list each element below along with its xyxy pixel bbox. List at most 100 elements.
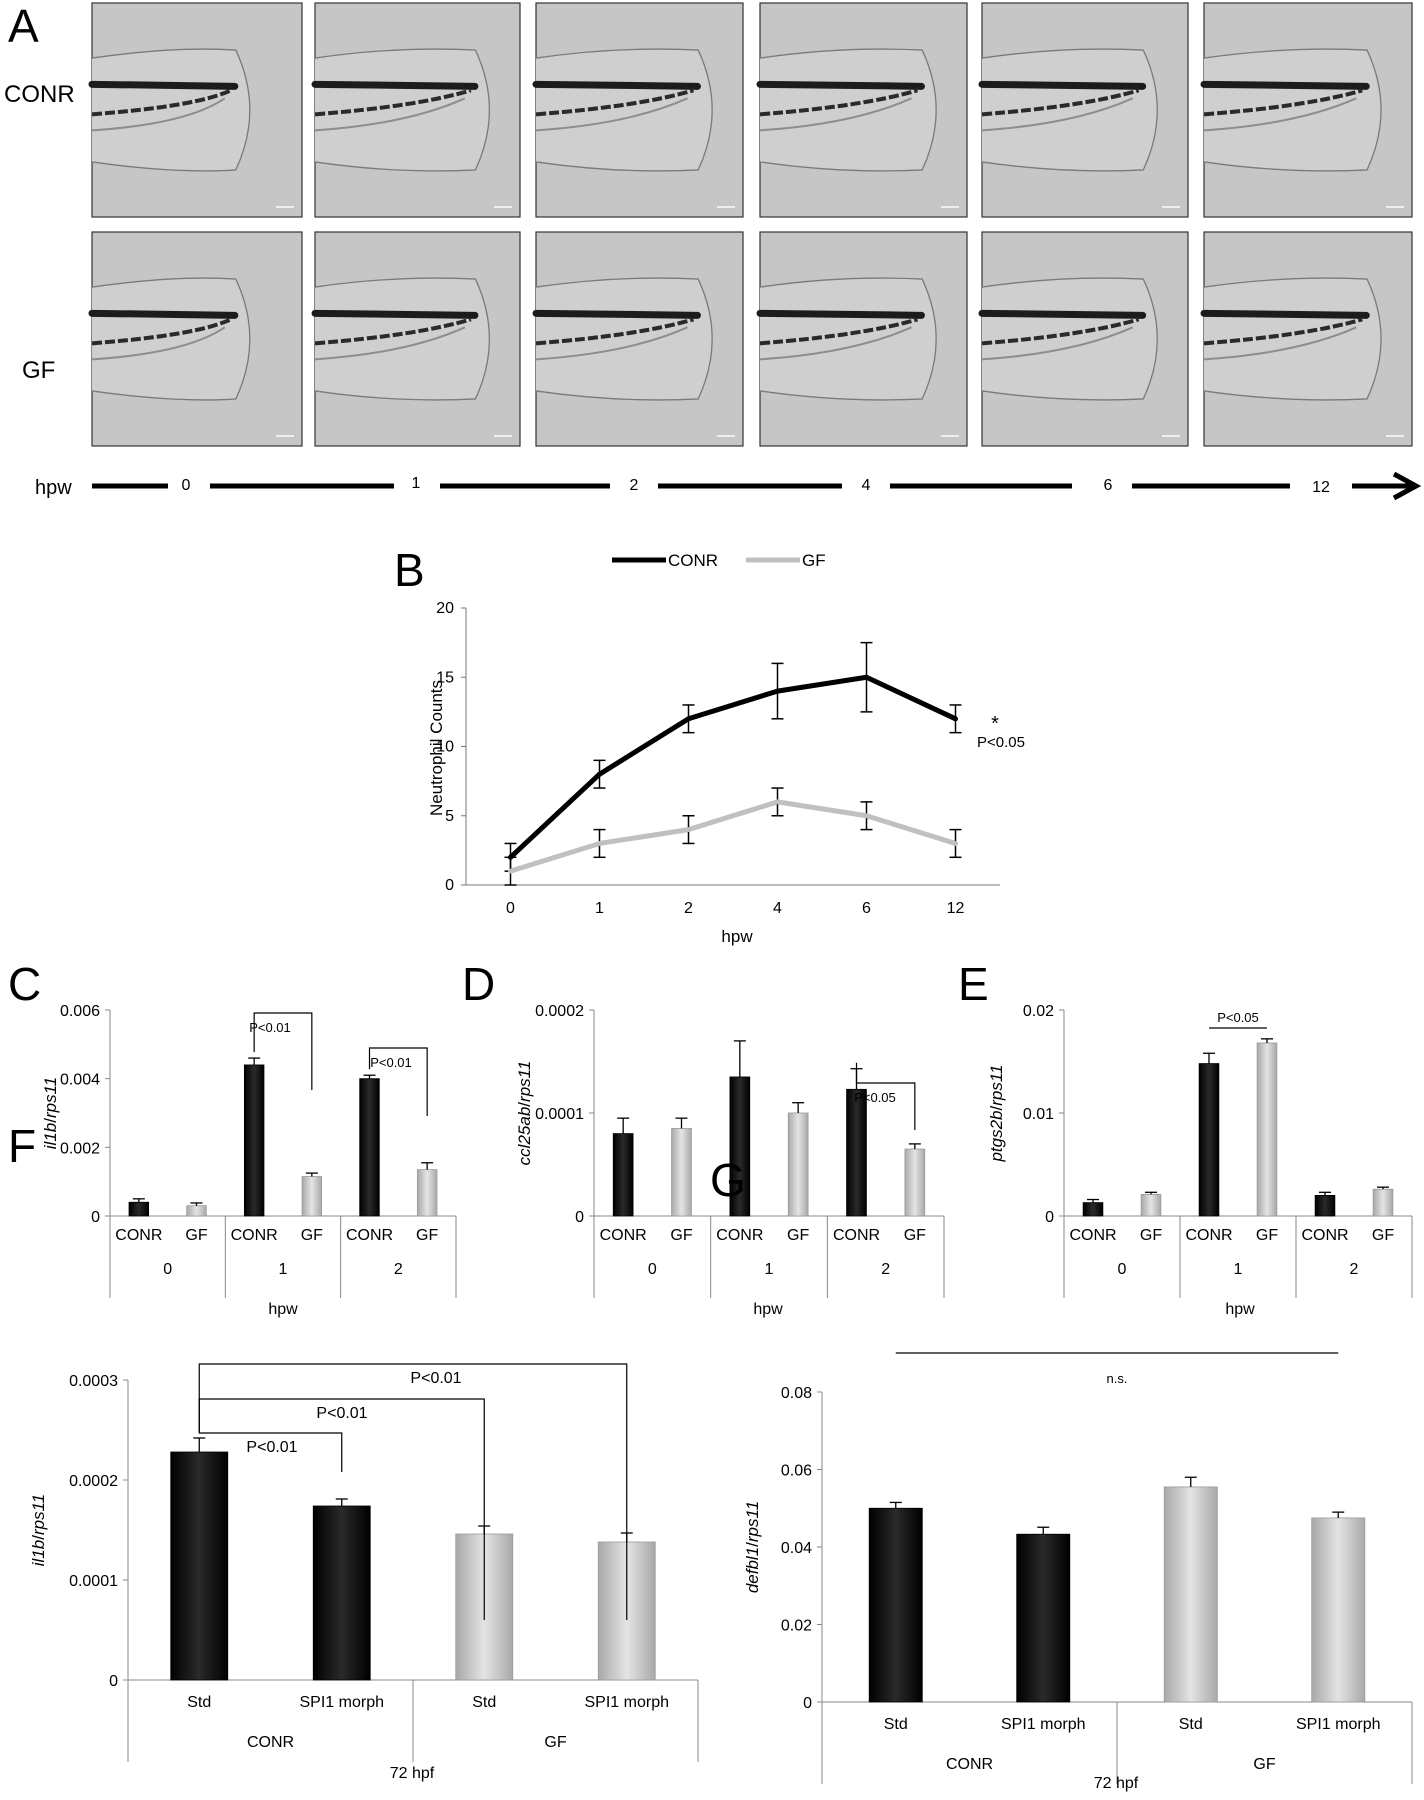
notochord: [978, 80, 1147, 90]
series-line-conr: [508, 674, 957, 860]
x-group-label: GF: [544, 1734, 566, 1751]
muscle-line: [535, 97, 688, 132]
x-group-label: 1: [279, 1261, 288, 1278]
panel-e-bar-chart: E 0 0.01 0.02 CONR GF CONR GF CONR GF 0 1 2 hpw ptgs2b…: [958, 958, 1413, 1318]
panel-c-bar-chart: C 0 0.002 0.004 0.006 CONR GF CONR GF CONR GF 0 1 2 hp…: [8, 958, 457, 1318]
pigment-stripe: [535, 317, 695, 346]
micrograph-tile: [978, 2, 1189, 218]
x-tick-label: 0: [506, 900, 515, 917]
micrograph-tile: [756, 2, 968, 218]
notochord: [756, 309, 925, 319]
y-axis-title: defbl1/rps11: [743, 1501, 762, 1593]
x-group-label: GF: [1253, 1756, 1275, 1773]
x-category-label: GF: [301, 1227, 323, 1244]
bar-std: [170, 1451, 229, 1681]
panel-letter: E: [958, 958, 989, 1010]
y-tick-label: 0.04: [781, 1540, 812, 1557]
x-category-label: CONR: [600, 1227, 647, 1244]
y-tick-label: 0.002: [60, 1140, 100, 1157]
micrograph-grid: [88, 2, 1413, 447]
micrograph-tile: [978, 231, 1189, 447]
y-tick-label: 0.0002: [69, 1473, 118, 1490]
data-point: [775, 799, 780, 805]
x-category-label: CONR: [1185, 1227, 1232, 1244]
timeline-tick: 1: [412, 475, 421, 492]
significance-label: P<0.05: [977, 734, 1025, 751]
bar-spi1-morph: [1016, 1533, 1071, 1703]
data-point: [953, 840, 958, 846]
muscle-line: [981, 326, 1134, 361]
notochord: [88, 309, 239, 319]
muscle-line: [91, 97, 226, 132]
micrograph-tile: [311, 2, 521, 218]
fin-outline: [314, 48, 491, 172]
fin-outline: [981, 277, 1158, 401]
x-category-label: SPI1 morph: [1001, 1716, 1085, 1733]
bar-spi1-morph: [1311, 1517, 1366, 1703]
x-axis-title: 72 hpf: [390, 1765, 435, 1782]
notochord: [532, 80, 701, 90]
x-category-label: CONR: [231, 1227, 278, 1244]
y-tick-label: 0.06: [781, 1463, 812, 1480]
bar-std: [1163, 1486, 1218, 1703]
x-category-label: CONR: [716, 1227, 763, 1244]
x-axis-title: hpw: [753, 1301, 783, 1318]
y-tick-label: 0: [91, 1209, 100, 1226]
fin-outline: [981, 48, 1158, 172]
x-tick-label: 2: [684, 900, 693, 917]
micrograph-tile: [88, 231, 303, 447]
x-group-label: 2: [881, 1261, 890, 1278]
y-tick-label: 0: [445, 877, 454, 894]
notochord: [1200, 309, 1370, 319]
x-category-label: GF: [904, 1227, 926, 1244]
x-group-label: CONR: [946, 1756, 993, 1773]
timeline-arrowhead: [1392, 471, 1422, 501]
bar-gf: [1256, 1042, 1278, 1217]
x-axis-title: 72 hpf: [1094, 1775, 1139, 1792]
data-point: [864, 674, 869, 680]
bar-gf: [904, 1148, 926, 1217]
data-point: [686, 827, 691, 833]
bar-conr: [1198, 1063, 1220, 1217]
notochord: [978, 309, 1147, 319]
y-tick-label: 0: [1045, 1209, 1054, 1226]
panel-f-bar-chart: F 0 0.0001 0.0002 0.0003 Std SPI1 morph Std SPI1…: [8, 1120, 699, 1782]
timeline-tick: 2: [630, 477, 639, 494]
y-tick-label: 0.0001: [535, 1106, 584, 1123]
timeline-tick: 0: [182, 477, 191, 494]
timeline-label: hpw: [35, 477, 72, 499]
bar-std: [868, 1507, 923, 1703]
bar-gf: [671, 1128, 692, 1217]
pigment-stripe: [759, 317, 919, 346]
fin-outline: [535, 277, 713, 401]
fin-outline: [1203, 48, 1382, 172]
notochord: [88, 80, 239, 90]
micrograph-tile: [1200, 231, 1413, 447]
significance-star: *: [991, 713, 999, 735]
significance-bracket: [253, 1012, 313, 1090]
significance-label: P<0.05: [1217, 1010, 1259, 1025]
muscle-line: [91, 326, 226, 361]
y-tick-label: 0: [575, 1209, 584, 1226]
x-group-label: 1: [765, 1261, 774, 1278]
significance-label: P<0.01: [249, 1020, 291, 1035]
x-group-label: 2: [1350, 1261, 1359, 1278]
panel-g-bar-chart: G 0 0.02 0.04 0.06 0.08 Std SPI1 morph Std SPI1 m…: [710, 1154, 1413, 1792]
x-category-label: CONR: [115, 1227, 162, 1244]
panel-d-bar-chart: D 0 0.0001 0.0002 CONR GF CONR GF CONR GF 0 1 2 hpw cc…: [462, 958, 945, 1318]
panel-letter: G: [710, 1154, 746, 1206]
fin-outline: [91, 48, 251, 172]
significance-label: P<0.01: [410, 1370, 461, 1387]
x-category-label: Std: [1179, 1716, 1203, 1733]
bar-conr: [128, 1201, 150, 1217]
bar-gf: [416, 1169, 438, 1217]
notochord: [311, 309, 479, 319]
pigment-stripe: [314, 88, 472, 117]
significance-label: P<0.01: [316, 1405, 367, 1422]
timeline: hpw 0 1 2 4 6 12: [35, 471, 1422, 501]
micrograph-tile: [532, 231, 744, 447]
panel-letter: D: [462, 958, 495, 1010]
notochord: [1200, 80, 1370, 90]
